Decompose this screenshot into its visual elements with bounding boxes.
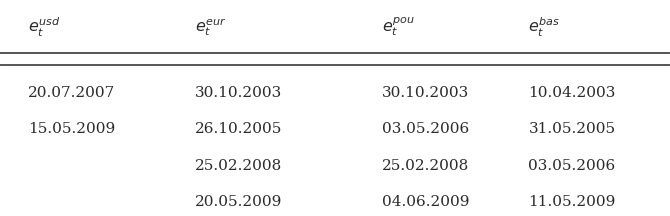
Text: 11.05.2009: 11.05.2009	[529, 195, 616, 209]
Text: $e_t^{eur}$: $e_t^{eur}$	[195, 16, 226, 38]
Text: 20.07.2007: 20.07.2007	[28, 86, 115, 100]
Text: 03.05.2006: 03.05.2006	[529, 159, 616, 173]
Text: 20.05.2009: 20.05.2009	[195, 195, 282, 209]
Text: 30.10.2003: 30.10.2003	[195, 86, 282, 100]
Text: 25.02.2008: 25.02.2008	[195, 159, 282, 173]
Text: 15.05.2009: 15.05.2009	[28, 122, 115, 136]
Text: $e_t^{bas}$: $e_t^{bas}$	[529, 15, 561, 39]
Text: $e_t^{pou}$: $e_t^{pou}$	[382, 16, 415, 38]
Text: 25.02.2008: 25.02.2008	[382, 159, 469, 173]
Text: 04.06.2009: 04.06.2009	[382, 195, 469, 209]
Text: 10.04.2003: 10.04.2003	[529, 86, 616, 100]
Text: 26.10.2005: 26.10.2005	[195, 122, 282, 136]
Text: 03.05.2006: 03.05.2006	[382, 122, 469, 136]
Text: 31.05.2005: 31.05.2005	[529, 122, 616, 136]
Text: $e_t^{usd}$: $e_t^{usd}$	[28, 15, 61, 39]
Text: 30.10.2003: 30.10.2003	[382, 86, 469, 100]
